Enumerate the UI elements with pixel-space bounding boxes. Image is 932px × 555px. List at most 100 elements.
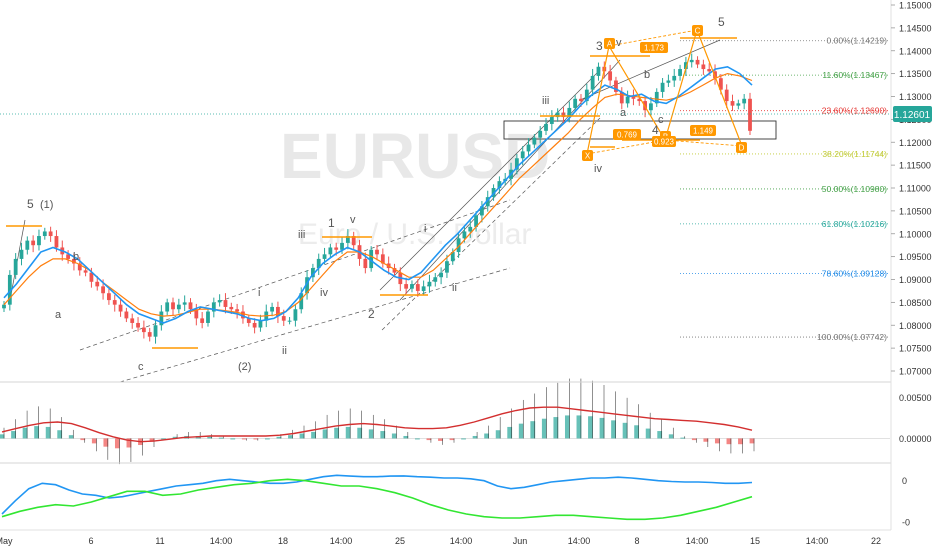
macd-histogram-bar — [507, 426, 513, 439]
candle-body — [701, 64, 706, 70]
candle-body — [724, 89, 729, 102]
candle-body — [748, 98, 752, 131]
candle-body — [31, 240, 36, 246]
price-axis-label: 1.07500 — [899, 344, 932, 354]
channel-line — [79, 199, 511, 351]
candle-body — [235, 309, 240, 312]
osc-axis-label: 0 — [902, 476, 907, 486]
candle-body — [631, 96, 636, 99]
candle-body — [544, 123, 548, 131]
candle-body — [625, 96, 630, 104]
macd-signal-line — [1, 406, 753, 443]
fib-level-label: 78.60%(1.09128) — [822, 269, 887, 279]
wave-label: iii — [542, 95, 549, 107]
macd-histogram-bar — [530, 421, 536, 439]
price-axis-label: 1.08000 — [899, 321, 932, 331]
candle-body — [77, 263, 82, 271]
price-axis-label: 1.12000 — [899, 138, 932, 148]
macd-histogram-bar — [91, 438, 97, 444]
candle-body — [567, 107, 572, 118]
candle-body — [229, 306, 234, 310]
macd-histogram-bar — [657, 431, 663, 439]
candle-body — [141, 327, 146, 333]
pattern-point-x-text: X — [585, 152, 591, 161]
candle-body — [410, 284, 414, 289]
time-axis-label: 25 — [395, 536, 405, 546]
candle-body — [101, 286, 105, 294]
wave-label: v — [616, 37, 622, 49]
macd-histogram-bar — [57, 430, 63, 439]
macd-histogram-bar — [622, 422, 628, 439]
osc-green-line — [1, 478, 753, 521]
candle-body — [369, 249, 374, 269]
candle-body — [334, 247, 339, 250]
candle-body — [514, 158, 519, 170]
fib-level-label: 0.00%(1.14219) — [827, 36, 888, 46]
candle-body — [200, 318, 205, 323]
candle-body — [718, 78, 723, 90]
macd-axis-label: 0.00000 — [899, 434, 932, 444]
pattern-point-a[interactable] — [604, 38, 615, 49]
wave-label: ii — [282, 345, 287, 357]
candle-body — [223, 300, 228, 307]
candle-body — [345, 236, 350, 243]
candle-body — [211, 302, 216, 312]
price-axis-label: 1.10000 — [899, 229, 932, 239]
macd-histogram-bar — [230, 438, 236, 440]
candle-body — [147, 332, 152, 337]
macd-histogram-bar — [368, 429, 374, 439]
candle-body — [683, 62, 688, 70]
price-axis-label: 1.08500 — [899, 298, 932, 308]
macd-histogram-bar — [311, 431, 316, 439]
pattern-point-d-text: D — [739, 144, 745, 153]
fib-level-label: 50.00%(1.10980) — [822, 184, 887, 194]
candle-body — [596, 66, 601, 76]
macd-histogram-bar — [34, 426, 40, 439]
candle-body — [130, 318, 135, 323]
wave-label: 5 — [27, 197, 34, 211]
symbol-subtitle: Euro / U.S. Dollar — [298, 218, 531, 251]
fibonacci-retracement[interactable]: 0.00%(1.14219) 11.60%(1.13467) 23.60%(1.12… — [680, 36, 890, 342]
macd-histogram-bar — [564, 415, 570, 439]
pattern-point-x[interactable] — [582, 150, 593, 161]
candle-body — [549, 117, 554, 124]
pattern-point-d[interactable] — [736, 142, 747, 153]
ratio-label-1[interactable] — [640, 42, 668, 53]
macd-histogram-bar — [645, 428, 651, 439]
macd-pane — [0, 378, 890, 465]
wave-label: i — [424, 223, 426, 235]
candle-body — [118, 304, 123, 312]
time-axis-label: 14:00 — [330, 536, 353, 546]
macd-histogram-bar — [103, 438, 109, 447]
current-price-label: 1.12601 — [894, 110, 931, 121]
time-axis-label: May — [0, 536, 13, 546]
ratio-label-4-text: 1.149 — [693, 127, 714, 136]
ratio-label-4[interactable] — [690, 125, 716, 136]
macd-histogram-bar — [426, 438, 432, 441]
macd-histogram-bar — [172, 436, 178, 439]
ratio-label-3[interactable] — [652, 136, 676, 147]
candle-body — [299, 293, 304, 310]
macd-histogram-bar — [207, 436, 213, 439]
ratio-label-2[interactable] — [613, 129, 641, 140]
macd-histogram-bar — [218, 437, 224, 439]
candle-body — [281, 316, 286, 321]
macd-histogram-bar — [461, 438, 466, 440]
macd-histogram-bar — [334, 427, 340, 439]
channel-line — [379, 69, 601, 291]
candle-body — [310, 268, 315, 278]
wave-label: 1 — [328, 216, 335, 230]
fib-level-label: 11.60%(1.13467) — [822, 70, 887, 80]
macd-histogram-bar — [345, 426, 351, 439]
fib-level-label: 61.80%(1.10216) — [822, 219, 887, 229]
price-axis-label: 1.09000 — [899, 275, 932, 285]
pattern-point-c[interactable] — [692, 25, 703, 36]
candle-body — [182, 302, 187, 305]
macd-histogram-bar — [599, 417, 605, 439]
macd-histogram-bar — [703, 438, 709, 442]
candle-body — [695, 59, 700, 65]
wave-label: c — [658, 114, 664, 126]
